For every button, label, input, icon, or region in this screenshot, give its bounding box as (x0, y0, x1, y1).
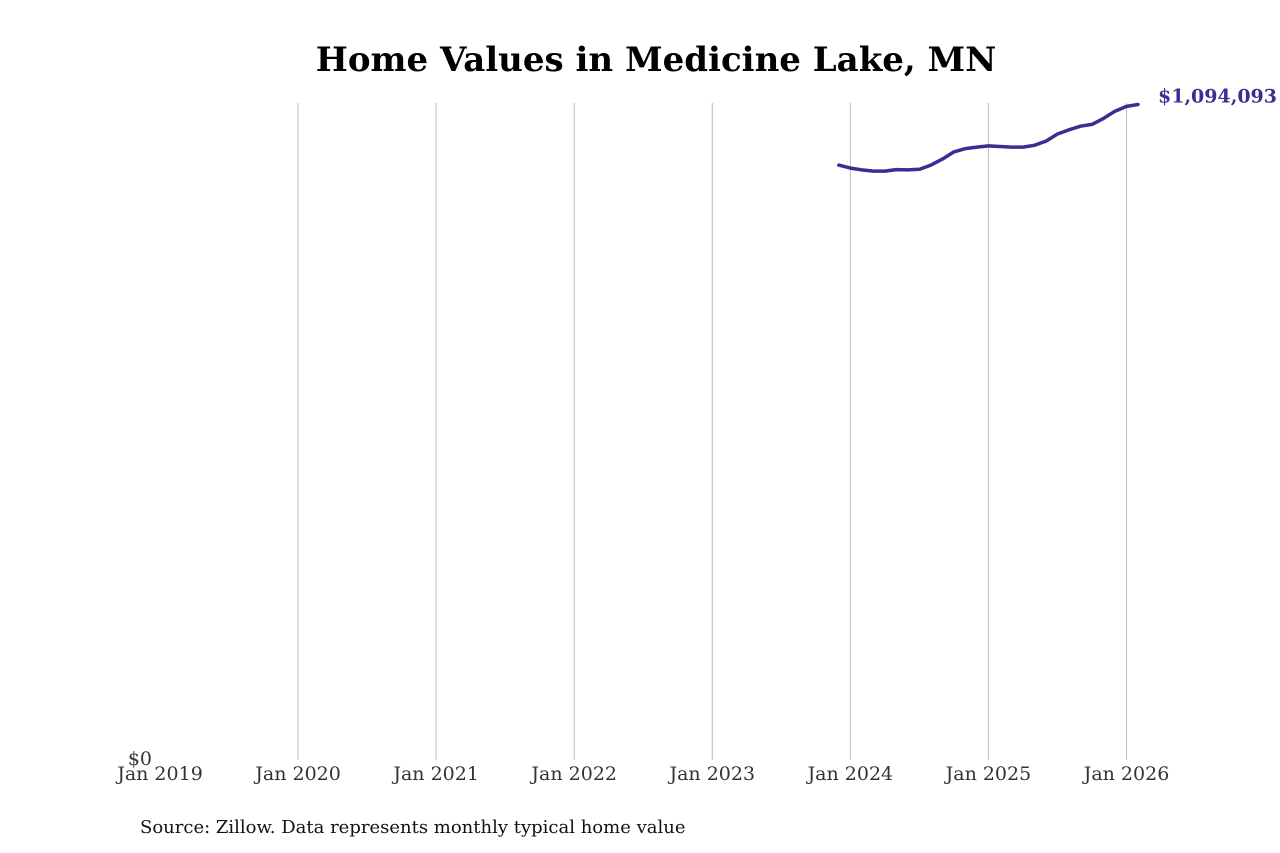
chart-title: Home Values in Medicine Lake, MN (316, 40, 997, 80)
x-tick-label: Jan 2019 (115, 763, 203, 785)
source-note: Source: Zillow. Data represents monthly … (140, 817, 686, 838)
line (837, 102, 1140, 173)
x-tick-label: Jan 2022 (529, 763, 617, 785)
x-tick-label: Jan 2020 (253, 763, 341, 785)
x-tick-label: Jan 2024 (806, 763, 894, 785)
x-tick-label: Jan 2025 (944, 763, 1032, 785)
x-tick-label: Jan 2021 (391, 763, 479, 785)
x-tick-label: Jan 2023 (667, 763, 755, 785)
value-label: $1,094,093 (1158, 86, 1277, 108)
x-tick-label: Jan 2026 (1082, 763, 1170, 785)
y-tick-label: $0 (128, 748, 152, 770)
